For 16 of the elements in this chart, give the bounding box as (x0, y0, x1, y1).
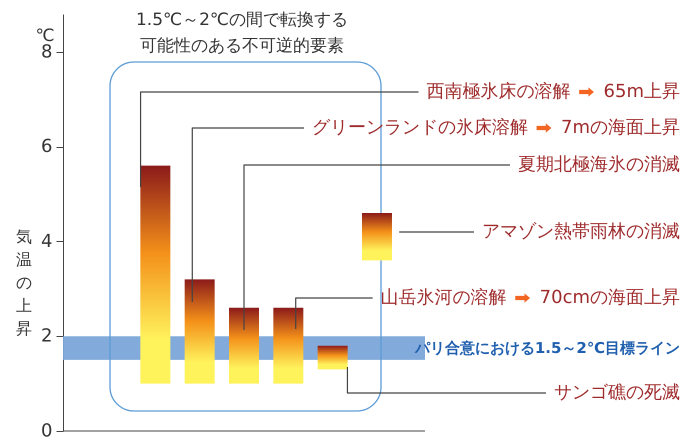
text: 70cmの海面上昇 (540, 287, 680, 308)
y-tick-label: 8 (41, 41, 52, 62)
text: 可能性のある不可逆的要素 (140, 36, 344, 56)
text: 夏期北極海氷の消滅 (518, 154, 680, 175)
y-tick-label: 2 (41, 326, 52, 347)
y-tick-label: 6 (41, 136, 52, 158)
text: アマゾン熱帯雨林の消滅 (482, 221, 680, 242)
y-axis-title: 気温の上昇 (16, 227, 32, 338)
text: 西南極氷床の溶解 (426, 81, 571, 102)
text: 65m上昇 (604, 81, 680, 102)
text: サンゴ礁の死滅 (554, 382, 680, 403)
y-tick-label: 4 (41, 230, 52, 252)
annotation: 山岳氷河の溶解 (380, 287, 507, 308)
chart-title: 1.5℃～2℃の間で転換する (136, 10, 348, 30)
y-tick-label: 0 (41, 420, 52, 440)
text: 7mの海面上昇 (561, 117, 680, 138)
